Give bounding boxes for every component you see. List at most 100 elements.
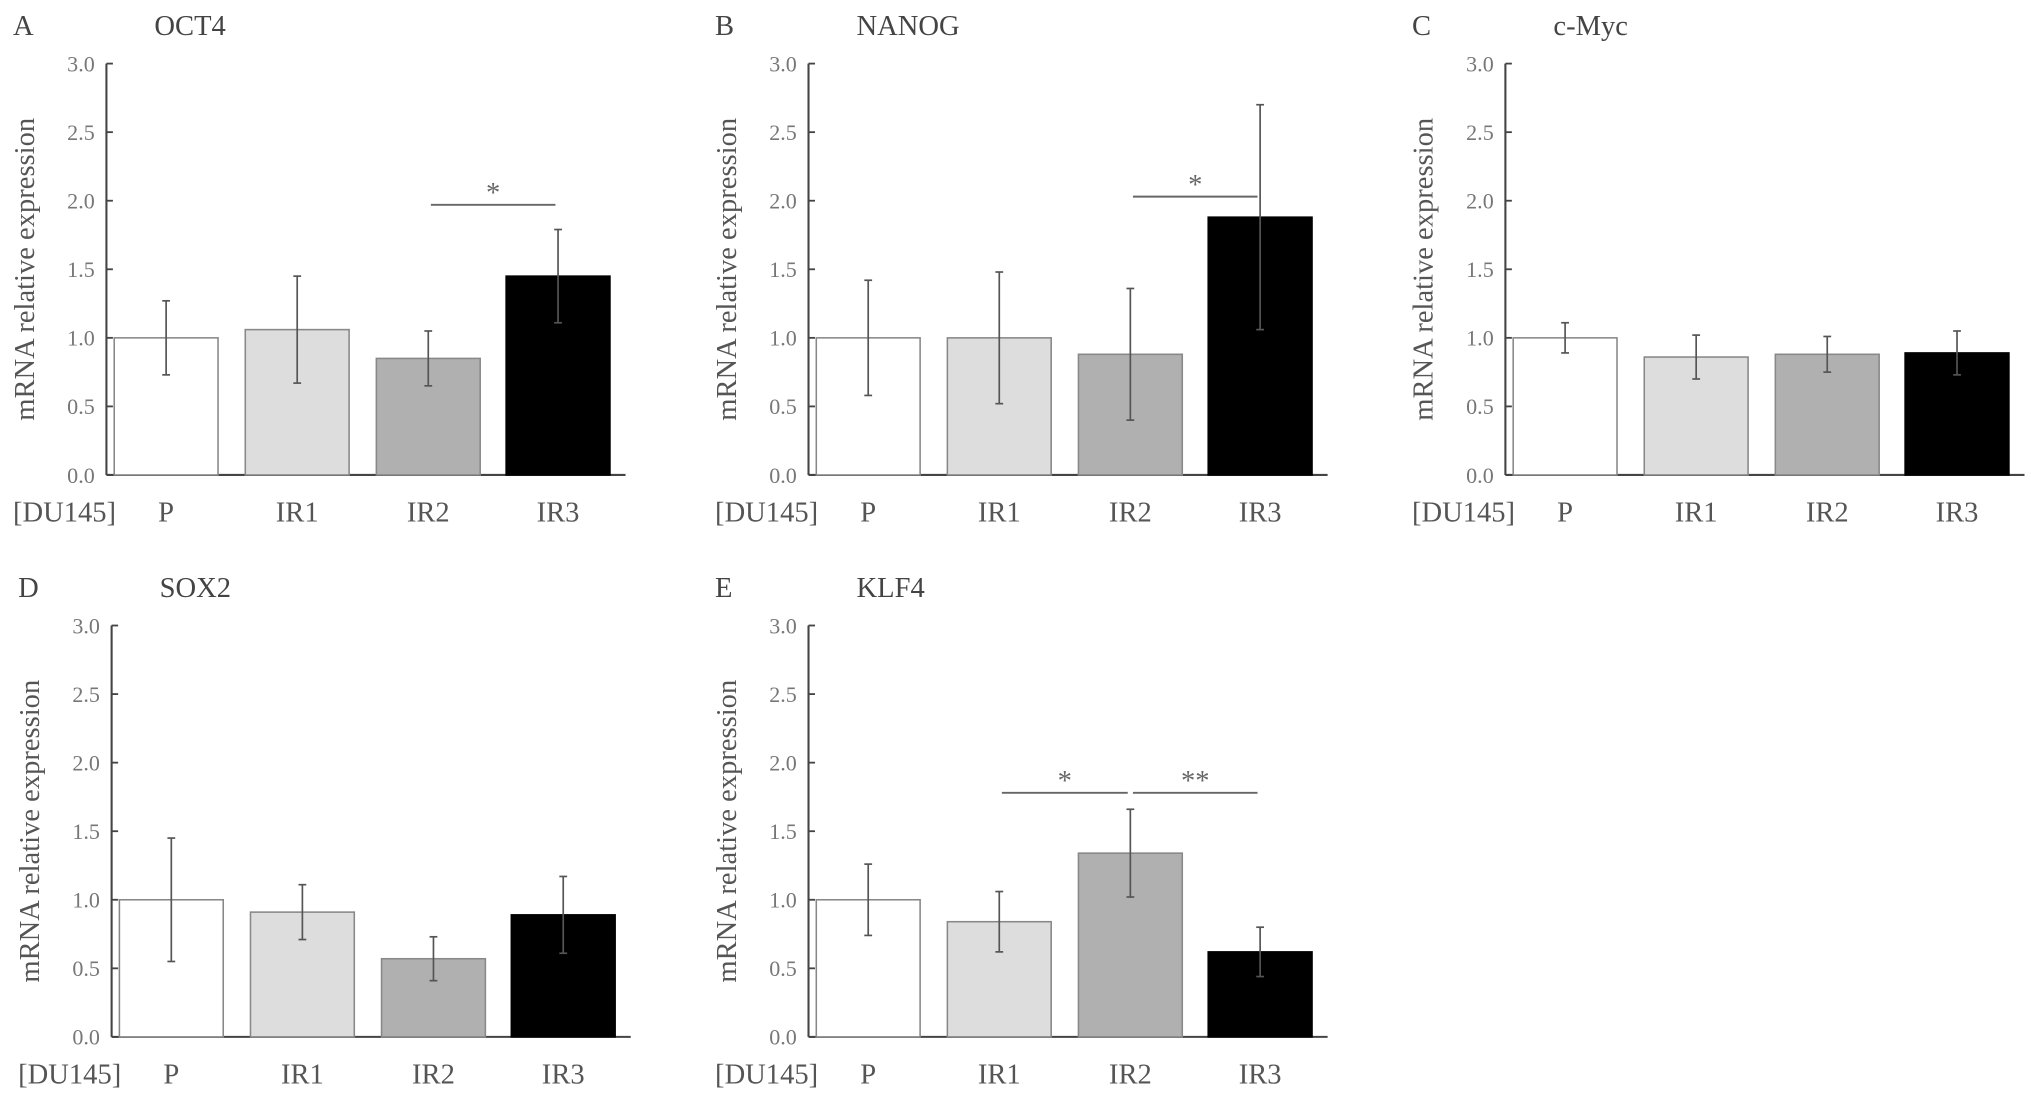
panel-d: D SOX2 mRNA relative expression 0.0 0.5 1.0 1.… bbox=[15, 573, 631, 1091]
error-bar-ir3 bbox=[559, 875, 568, 955]
x-tick-label: P bbox=[860, 498, 876, 529]
group-label: [DU145] bbox=[13, 498, 116, 529]
panel-letter: D bbox=[18, 573, 39, 604]
panel-title: NANOG bbox=[857, 11, 960, 42]
y-tick-label: 0.5 bbox=[769, 956, 797, 981]
panel-letter: E bbox=[715, 573, 732, 604]
panel-letter: C bbox=[1412, 11, 1431, 42]
y-tick-label: 0.0 bbox=[67, 463, 95, 488]
group-label: [DU145] bbox=[715, 498, 818, 529]
x-tick-label: IR3 bbox=[542, 1060, 585, 1091]
y-axis-label: mRNA relative expression bbox=[15, 680, 46, 983]
significance-marker: ** bbox=[1181, 766, 1210, 797]
y-tick-label: 1.5 bbox=[769, 257, 797, 282]
error-bar-p bbox=[864, 863, 873, 937]
y-tick-label: 0.0 bbox=[769, 463, 797, 488]
y-tick-label: 2.0 bbox=[72, 750, 100, 775]
y-tick-label: 0.5 bbox=[72, 956, 100, 981]
y-tick-label: 2.0 bbox=[769, 750, 797, 775]
y-axis-label: mRNA relative expression bbox=[10, 118, 41, 421]
y-tick-label: 1.5 bbox=[72, 819, 100, 844]
x-tick-label: P bbox=[1557, 498, 1573, 529]
error-bar-ir1 bbox=[1692, 334, 1701, 380]
y-tick-label: 1.0 bbox=[769, 888, 797, 913]
x-tick-label: IR3 bbox=[537, 498, 580, 529]
panel-title: OCT4 bbox=[154, 11, 225, 42]
x-tick-label: IR2 bbox=[1109, 498, 1152, 529]
y-tick-label: 3.0 bbox=[72, 613, 100, 638]
x-tick-label: P bbox=[860, 1060, 876, 1091]
y-tick-label: 2.5 bbox=[67, 120, 95, 145]
group-label: [DU145] bbox=[1412, 498, 1515, 529]
x-tick-label: IR1 bbox=[978, 1060, 1021, 1091]
panel-title: c-Myc bbox=[1553, 11, 1628, 42]
y-axis-label: mRNA relative expression bbox=[712, 118, 743, 421]
error-bar-ir2 bbox=[1823, 335, 1832, 373]
x-tick-label: P bbox=[158, 498, 174, 529]
error-bar-ir1 bbox=[995, 890, 1004, 953]
significance-marker: * bbox=[486, 178, 500, 209]
error-bar-ir3 bbox=[1953, 330, 1961, 376]
y-tick-label: 1.5 bbox=[769, 819, 797, 844]
error-bar-p bbox=[162, 299, 171, 376]
error-bar-ir2 bbox=[424, 330, 433, 387]
y-tick-label: 0.0 bbox=[72, 1025, 100, 1050]
y-tick-label: 0.5 bbox=[769, 394, 797, 419]
x-tick-label: IR3 bbox=[1239, 1060, 1282, 1091]
significance-marker: * bbox=[1058, 766, 1072, 797]
y-tick-label: 1.0 bbox=[72, 888, 100, 913]
error-bar-ir3 bbox=[1256, 103, 1265, 331]
y-tick-label: 2.0 bbox=[67, 189, 95, 214]
y-tick-label: 0.5 bbox=[67, 394, 95, 419]
error-bar-ir3 bbox=[1256, 926, 1265, 978]
error-bar-ir1 bbox=[298, 883, 307, 941]
bar-p bbox=[815, 898, 921, 1038]
error-bar-ir2 bbox=[1126, 287, 1135, 421]
y-tick-label: 1.5 bbox=[67, 257, 95, 282]
x-tick-label: IR1 bbox=[281, 1060, 324, 1091]
bar-ir2 bbox=[1774, 353, 1880, 476]
error-bar-ir1 bbox=[995, 271, 1004, 405]
x-tick-label: IR2 bbox=[412, 1060, 455, 1091]
x-tick-label: IR2 bbox=[407, 498, 450, 529]
error-bar-p bbox=[167, 837, 176, 963]
y-tick-label: 1.0 bbox=[1466, 326, 1494, 351]
y-tick-label: 0.0 bbox=[1466, 463, 1494, 488]
y-tick-label: 3.0 bbox=[769, 613, 797, 638]
y-tick-label: 3.0 bbox=[67, 51, 95, 76]
y-tick-label: 2.5 bbox=[1466, 120, 1494, 145]
y-axis-label: mRNA relative expression bbox=[1409, 118, 1440, 421]
y-tick-label: 2.5 bbox=[72, 682, 100, 707]
panel-letter: A bbox=[13, 11, 34, 42]
y-tick-label: 3.0 bbox=[769, 51, 797, 76]
y-axis-label: mRNA relative expression bbox=[712, 680, 743, 983]
error-bar-ir1 bbox=[293, 275, 302, 384]
group-label: [DU145] bbox=[18, 1060, 121, 1091]
y-tick-label: 2.0 bbox=[769, 189, 797, 214]
significance-marker: * bbox=[1188, 170, 1202, 201]
x-tick-label: IR2 bbox=[1806, 498, 1849, 529]
panel-title: SOX2 bbox=[160, 573, 231, 604]
y-tick-label: 2.5 bbox=[769, 682, 797, 707]
y-tick-label: 2.0 bbox=[1466, 189, 1494, 214]
x-tick-label: IR3 bbox=[1239, 498, 1282, 529]
x-tick-label: IR2 bbox=[1109, 1060, 1152, 1091]
panel-title: KLF4 bbox=[857, 573, 925, 604]
error-bar-p bbox=[1561, 321, 1569, 354]
error-bar-ir2 bbox=[1126, 808, 1135, 898]
group-label: [DU145] bbox=[715, 1060, 818, 1091]
panel-b: B NANOG mRNA relative expression 0.0 0.5 1.0 1… bbox=[712, 11, 1328, 529]
y-tick-label: 1.0 bbox=[67, 326, 95, 351]
y-tick-label: 2.5 bbox=[769, 120, 797, 145]
bar-p bbox=[1512, 337, 1618, 476]
x-tick-label: IR1 bbox=[978, 498, 1021, 529]
error-bar-ir3 bbox=[554, 228, 562, 324]
y-tick-label: 0.5 bbox=[1466, 394, 1494, 419]
y-tick-label: 1.0 bbox=[769, 326, 797, 351]
x-tick-label: IR3 bbox=[1936, 498, 1979, 529]
x-tick-label: IR1 bbox=[1675, 498, 1718, 529]
y-tick-label: 0.0 bbox=[769, 1025, 797, 1050]
panel-letter: B bbox=[715, 11, 734, 42]
